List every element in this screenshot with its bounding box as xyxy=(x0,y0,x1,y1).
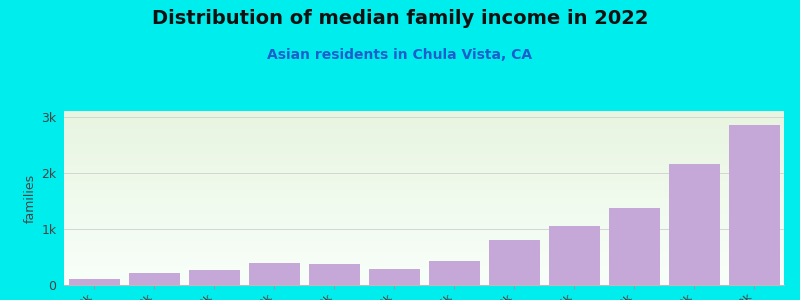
Bar xyxy=(189,270,239,285)
Bar xyxy=(729,125,779,285)
Bar xyxy=(669,164,719,285)
Bar xyxy=(249,263,299,285)
Bar xyxy=(549,226,599,285)
Bar xyxy=(609,208,659,285)
Bar xyxy=(489,240,539,285)
Bar xyxy=(309,264,359,285)
Bar xyxy=(69,279,119,285)
Text: Distribution of median family income in 2022: Distribution of median family income in … xyxy=(152,9,648,28)
Bar xyxy=(429,261,479,285)
Text: Asian residents in Chula Vista, CA: Asian residents in Chula Vista, CA xyxy=(267,48,533,62)
Y-axis label: families: families xyxy=(24,173,37,223)
Bar xyxy=(369,269,419,285)
Bar xyxy=(129,274,179,285)
